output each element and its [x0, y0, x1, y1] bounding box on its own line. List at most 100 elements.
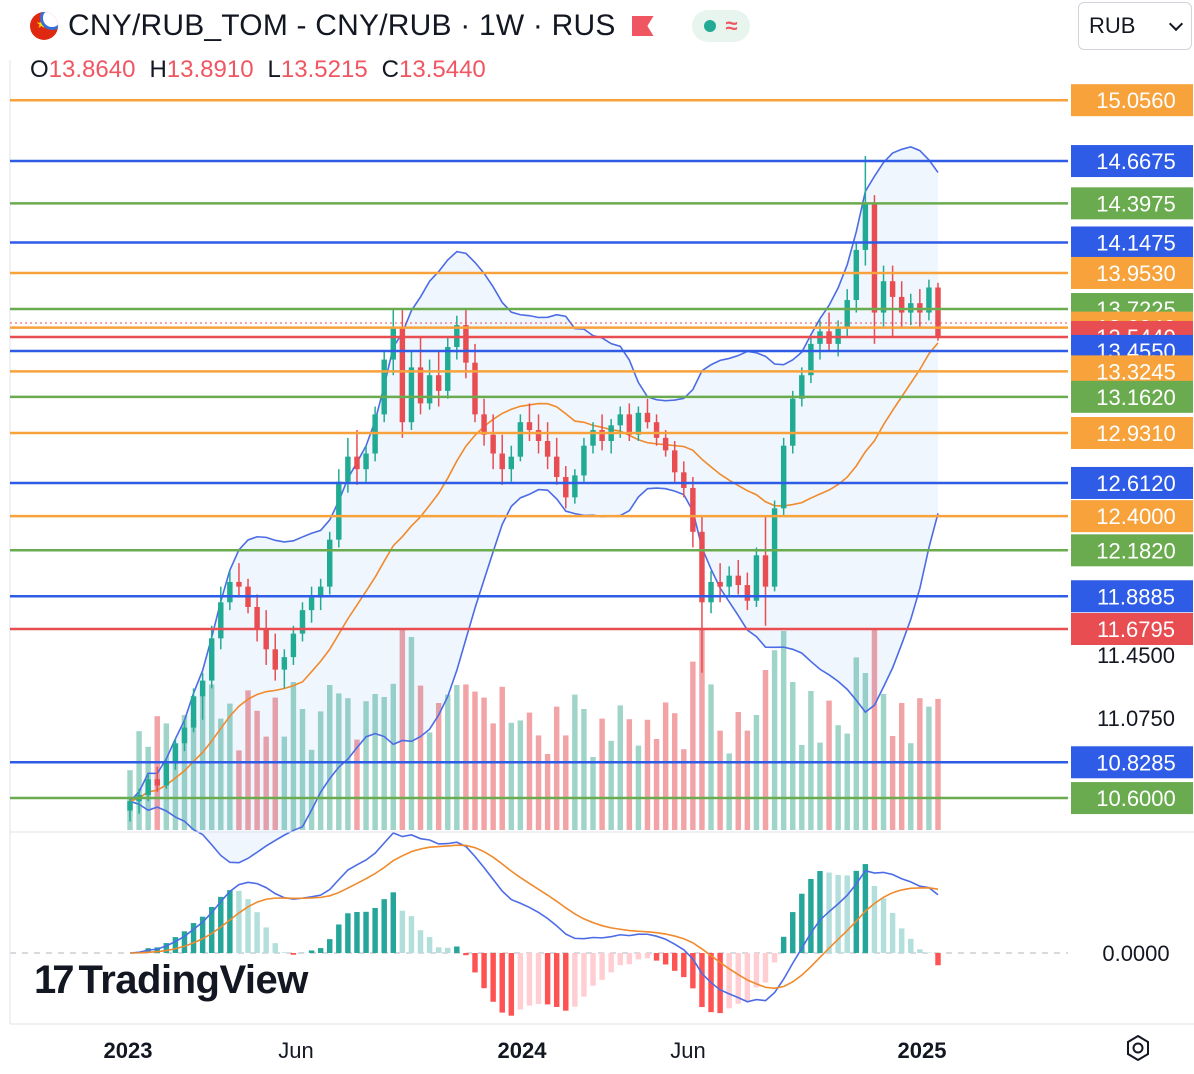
volume-bar [599, 718, 605, 830]
logo-mark: 17 [34, 958, 74, 1002]
candle-body [308, 597, 315, 611]
macd-histogram-bar [181, 931, 188, 953]
candle [327, 531, 333, 595]
macd-histogram-bar [290, 953, 297, 955]
macd-histogram-bar [862, 864, 869, 953]
candle-body [717, 581, 723, 587]
candle [463, 309, 469, 379]
macd-histogram-bar [454, 946, 460, 953]
candle-body [898, 296, 905, 313]
candle-body [590, 430, 596, 446]
volume-bar [853, 657, 860, 830]
macd-histogram-bar [771, 953, 778, 963]
candle [544, 422, 551, 470]
volume-bar [354, 739, 360, 830]
macd-histogram-bar [717, 953, 723, 1014]
candle-body [644, 412, 651, 423]
macd-histogram-bar [572, 953, 578, 1007]
candle-body [662, 437, 669, 451]
macd-histogram-bar [463, 953, 469, 956]
status-pill[interactable]: ≈ [691, 10, 750, 42]
candle-body [472, 362, 478, 415]
macd-histogram-bar [390, 892, 397, 953]
candle-body [317, 586, 324, 598]
macd-histogram-bar [690, 953, 696, 989]
candle-body [263, 628, 269, 650]
macd-histogram-bar [590, 953, 596, 986]
volume-bar [717, 730, 723, 830]
level-label-bg [1071, 746, 1193, 779]
candle-body [563, 477, 569, 498]
macd-histogram-bar [935, 953, 941, 966]
candle-body [853, 249, 860, 301]
currency-select[interactable]: RUB [1078, 2, 1192, 50]
candle [199, 672, 206, 720]
candle-body [626, 414, 633, 435]
macd-histogram-bar [889, 912, 896, 953]
time-tick-label: Jun [278, 1038, 313, 1063]
candle [699, 516, 705, 673]
volume-bar [780, 631, 787, 830]
volume-bar [753, 715, 760, 830]
tradingview-logo[interactable]: 17 TradingView [34, 958, 308, 1003]
flag-icon[interactable] [631, 16, 654, 36]
macd-histogram-bar [826, 872, 832, 953]
volume-bar [454, 685, 460, 830]
macd-histogram-bar [499, 953, 505, 1013]
macd-histogram-bar [372, 907, 378, 953]
volume-bar [653, 739, 660, 830]
candle [308, 586, 315, 623]
candle [236, 563, 242, 598]
macd-histogram-bar [535, 953, 542, 1004]
level-label: 10.6000 [1096, 786, 1176, 811]
macd-histogram-bar [154, 947, 160, 953]
candle-body [299, 610, 306, 634]
volume-bar [635, 745, 642, 830]
volume-bar [472, 691, 478, 830]
candle [880, 265, 887, 329]
macd-histogram-bar [835, 874, 841, 953]
candle [662, 430, 669, 457]
macd-histogram-bar [563, 953, 569, 1011]
candle-body [799, 375, 805, 399]
candle-body [172, 743, 179, 764]
macd-histogram-bar [172, 937, 179, 953]
candle [635, 406, 642, 441]
candle [935, 282, 941, 341]
macd-histogram-bar [517, 953, 524, 1010]
volume-bar [762, 670, 769, 830]
candle-body [281, 657, 288, 670]
macd-histogram-bar [553, 953, 560, 1008]
bollinger-band-layer [129, 145, 939, 864]
candle [753, 547, 760, 607]
candle-body [762, 555, 769, 587]
volume-bar [826, 700, 832, 830]
macd-histogram-bar [245, 899, 251, 953]
volume-bar [281, 736, 288, 830]
candle-body [445, 347, 451, 391]
candle [172, 738, 179, 770]
volume-bar [771, 650, 778, 830]
candle [208, 625, 215, 689]
candle [363, 445, 369, 482]
volume-bar [699, 630, 705, 830]
candle-body [871, 202, 878, 313]
macd-histogram-bar [308, 950, 315, 953]
candle-body [653, 422, 660, 438]
volume-bar [617, 705, 623, 830]
symbol-title[interactable]: CNY/RUB_TOM - CNY/RUB · 1W · RUS [68, 9, 616, 42]
candle-body [526, 422, 533, 431]
chart-header: ★ CNY/RUB_TOM - CNY/RUB · 1W · RUS ≈ [30, 8, 750, 44]
volume-bar [263, 736, 269, 830]
candle [263, 610, 269, 665]
volume-bar [844, 733, 850, 830]
candle-body [381, 359, 387, 415]
price-scale-label: 0.0000 [1102, 941, 1169, 966]
candle-body [154, 779, 160, 786]
candle [553, 437, 560, 485]
candle-body [272, 649, 278, 670]
macd-histogram-bar [644, 953, 651, 959]
settings-gear-icon[interactable] [1124, 1034, 1152, 1062]
volume-layer [127, 630, 941, 830]
